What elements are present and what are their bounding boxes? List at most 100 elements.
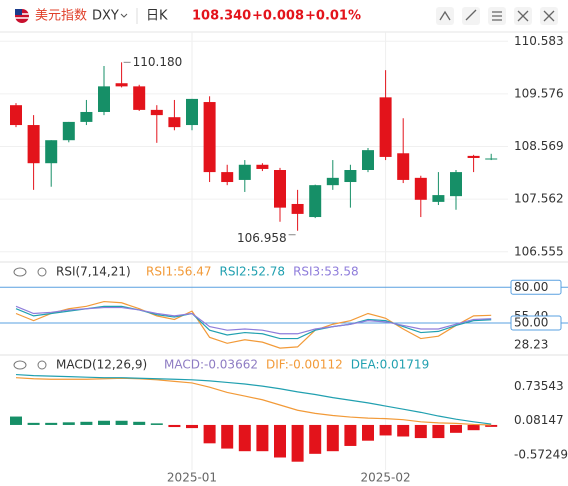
toolbar [436,7,558,25]
histogram-bar [344,424,357,446]
y-tick-label: -0.57249 [514,448,568,462]
y-tick-label: 109.576 [514,86,564,100]
histogram-bar [291,424,304,462]
histogram-bar [221,424,234,449]
histogram-bar [362,424,374,441]
indicator-line [15,300,492,349]
candle-body [45,140,58,164]
tool-icon [439,10,451,21]
macd-title: MACD(12,26,9) [56,358,147,372]
candle-body [414,177,427,200]
candle-body [221,172,234,183]
legend-entry: DIF:-0.00112 [266,358,343,372]
histogram-bar [274,424,286,458]
candle-body [291,203,304,214]
period[interactable]: 日K [146,9,168,24]
y-tick-label: 107.562 [514,192,564,206]
candle-body [379,97,392,157]
histogram-bar [414,424,427,439]
x-tick-label: 2025-02 [361,471,411,485]
histogram-bar [168,424,181,428]
candle-body [186,98,198,126]
candle-body [203,102,216,173]
change-percent: +0.01% [305,9,361,24]
histogram-bar [485,424,498,427]
tool-icon [517,10,529,22]
flag-icon [15,9,29,23]
gear-icon[interactable] [37,360,47,370]
histogram-bar [186,424,198,429]
histogram-bar [98,420,110,425]
candle-body [309,185,322,218]
candle-body [98,86,110,112]
tool-icon [492,11,502,21]
reference-label: 80.00 [514,280,548,294]
histogram-bar [256,424,269,452]
histogram-bar [326,424,339,452]
candle-body [326,177,339,186]
change: +0.008 [252,9,304,24]
legend-entry: RSI1:56.47 [146,265,212,279]
histogram-bar [80,421,93,425]
histogram-bar [150,423,163,425]
histogram-bar [62,422,75,425]
legend-entry: RSI2:52.78 [220,265,286,279]
x-tick-label: 2025-01 [167,471,217,485]
candle-body [133,86,146,110]
candle-body [432,195,445,202]
histogram-bar [115,420,128,425]
candle-body [115,83,128,87]
gear-icon[interactable] [37,267,47,277]
high-annotation: 110.180 [133,55,183,69]
symbol[interactable]: DXY [92,9,119,24]
dropdown-icon[interactable] [120,13,128,18]
rsi-title: RSI(7,14,21) [56,265,131,279]
eye-icon[interactable] [13,267,27,277]
candle-body [238,164,251,180]
histogram-bar [238,424,251,452]
tool-icon [543,10,555,22]
histogram-bar [467,424,480,431]
indicator-line [15,377,492,426]
candle-body [150,109,163,116]
histogram-bar [379,424,392,436]
reference-label: 50.00 [514,316,548,330]
low-annotation: 106.958 [237,231,287,245]
candle-body [274,170,286,208]
histogram-bar [45,422,58,425]
candle-body [344,170,357,183]
candle-body [450,172,462,197]
instrument-name: 美元指数 [35,9,87,24]
last-price: 108.340 [192,9,251,24]
candle-body [80,111,93,122]
candle-body [27,125,40,164]
candle-body [256,164,269,169]
candle-body [168,117,181,128]
legend-entry: MACD:-0.03662 [164,358,258,372]
tool-button[interactable] [436,7,454,25]
histogram-bar [203,424,216,444]
tool-button[interactable] [462,7,480,25]
candle-body [467,155,480,158]
histogram-bar [432,424,445,439]
histogram-bar [397,424,410,437]
reference-label-box [510,315,562,331]
candle-body [10,105,22,126]
candle-body [362,150,374,170]
y-tick-label: 28.23 [514,338,548,352]
indicator-line [15,373,492,425]
legend-entry: DEA:0.01719 [351,358,430,372]
eye-icon[interactable] [13,360,27,370]
candle-body [62,121,75,141]
histogram-bar [27,422,40,425]
histogram-bar [10,416,22,425]
y-tick-label: 106.555 [514,244,564,258]
y-tick-label: 0.73543 [514,379,564,393]
candle-body [397,153,410,180]
candle-body [485,158,498,160]
histogram-bar [309,424,322,454]
histogram-bar [450,424,462,433]
y-tick-label: 108.569 [514,139,564,153]
